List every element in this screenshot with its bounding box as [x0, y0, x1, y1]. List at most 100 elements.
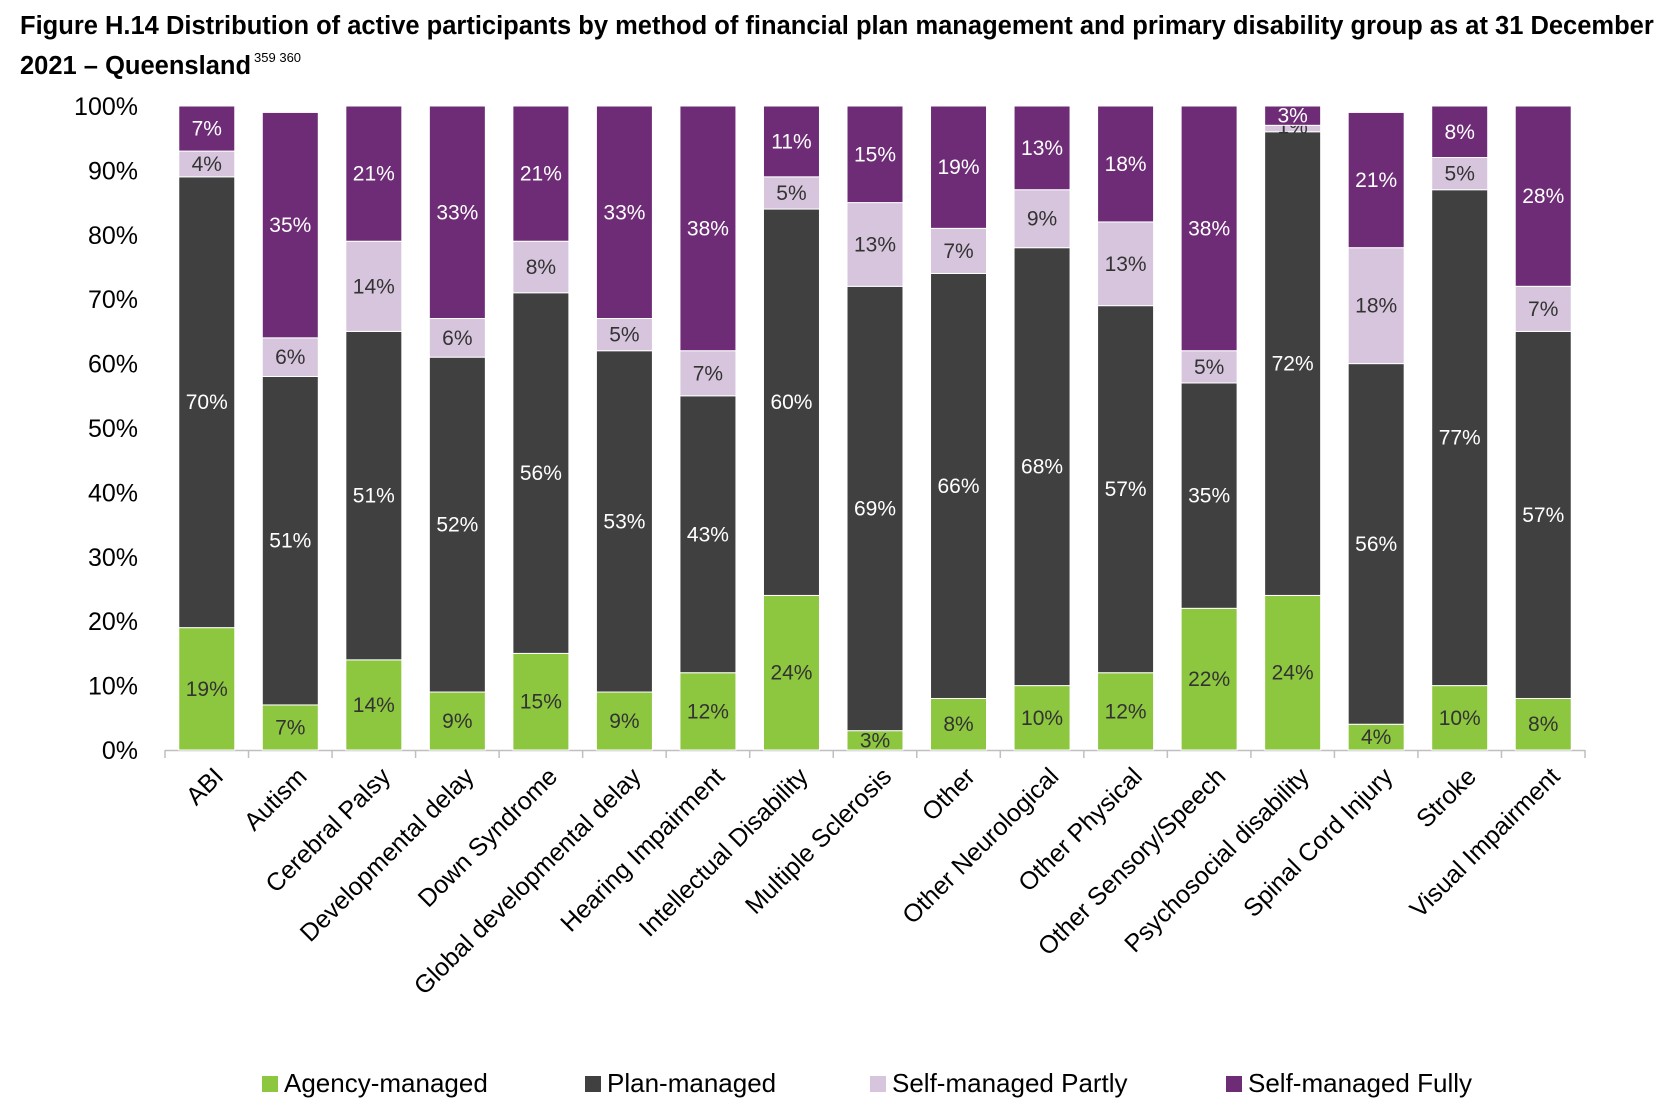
- x-category-label: ABI: [181, 762, 229, 810]
- x-category-label: Autism: [239, 762, 313, 836]
- bar-segment: [595, 350, 653, 693]
- data-label: 8%: [1445, 121, 1475, 144]
- bar-segment: [428, 105, 486, 320]
- data-label: 3%: [860, 729, 890, 752]
- x-category-label: Other: [917, 762, 981, 826]
- bar-segment: [512, 292, 570, 654]
- data-label: 51%: [269, 530, 311, 553]
- data-label: 5%: [609, 324, 639, 347]
- bar-segment: [1097, 221, 1155, 307]
- legend-label: Agency-managed: [284, 1068, 488, 1098]
- data-label: 7%: [275, 716, 305, 739]
- data-label: 6%: [275, 346, 305, 369]
- data-label: 3%: [1277, 105, 1307, 128]
- bar-segment: [1347, 111, 1405, 249]
- data-label: 9%: [609, 710, 639, 733]
- data-label: 72%: [1272, 353, 1314, 376]
- y-tick-label: 10%: [88, 673, 138, 701]
- data-label: 57%: [1522, 504, 1564, 527]
- bar-segment: [846, 105, 904, 204]
- bar-segment: [512, 240, 570, 294]
- bar-segment: [345, 240, 403, 332]
- data-label: 66%: [938, 475, 980, 498]
- data-label: 7%: [943, 240, 973, 263]
- bar-segment: [345, 105, 403, 242]
- data-label: 9%: [442, 710, 472, 733]
- x-category-label: Hearing Impairment: [555, 762, 730, 937]
- legend-item: Agency-managed: [262, 1068, 488, 1099]
- data-label: 38%: [1188, 217, 1230, 240]
- bar-segment: [428, 318, 486, 358]
- y-tick-label: 60%: [88, 351, 138, 379]
- data-label: 35%: [1188, 485, 1230, 508]
- data-label: 10%: [1021, 707, 1063, 730]
- data-label: 21%: [1355, 169, 1397, 192]
- bar-segment: [1097, 305, 1155, 674]
- legend-label: Self-managed Fully: [1248, 1068, 1472, 1098]
- bar-segment: [1431, 157, 1489, 191]
- y-tick-label: 0%: [102, 737, 138, 765]
- data-label: 10%: [1439, 707, 1481, 730]
- data-label: 69%: [854, 498, 896, 521]
- y-tick-label: 20%: [88, 608, 138, 636]
- chart-legend: Agency-managed Plan-managed Self-managed P…: [0, 1068, 1675, 1108]
- x-category-label: Multiple Sclerosis: [740, 762, 897, 919]
- bar-segment: [1514, 330, 1572, 699]
- bar-segment: [1347, 723, 1405, 751]
- bar-segment: [1514, 285, 1572, 332]
- bar-segment: [762, 105, 820, 178]
- bar-segment: [345, 659, 403, 751]
- data-label: 21%: [520, 163, 562, 186]
- data-label: 5%: [1445, 163, 1475, 186]
- bar-segment: [930, 105, 988, 229]
- data-label: 8%: [943, 713, 973, 736]
- x-category-label: Visual Impairment: [1405, 762, 1566, 923]
- data-label: 5%: [776, 182, 806, 205]
- y-tick-label: 50%: [88, 415, 138, 443]
- legend-swatch: [262, 1075, 278, 1092]
- y-tick-label: 100%: [74, 93, 138, 121]
- bar-segment: [1347, 247, 1405, 365]
- bar-segment: [1347, 363, 1405, 725]
- y-tick-label: 90%: [88, 157, 138, 185]
- bar-segment: [1097, 105, 1155, 223]
- bar-segment: [846, 202, 904, 287]
- data-label: 15%: [520, 691, 562, 714]
- legend-label: Self-managed Partly: [892, 1068, 1128, 1098]
- data-label: 18%: [1355, 295, 1397, 318]
- bar-segment: [679, 350, 737, 397]
- data-label: 7%: [693, 362, 723, 385]
- legend-item: Plan-managed: [585, 1068, 776, 1099]
- data-label: 7%: [1528, 298, 1558, 321]
- y-tick-label: 30%: [88, 544, 138, 572]
- data-label: 56%: [520, 462, 562, 485]
- data-label: 33%: [436, 201, 478, 224]
- bar-segment: [846, 285, 904, 732]
- data-label: 77%: [1439, 427, 1481, 450]
- bar-segment: [1264, 105, 1322, 126]
- y-tick-label: 40%: [88, 479, 138, 507]
- data-label: 4%: [192, 153, 222, 176]
- page-title: Figure H.14 Distribution of active parti…: [20, 12, 1654, 80]
- data-label: 14%: [353, 694, 395, 717]
- data-label: 53%: [603, 510, 645, 533]
- data-label: 6%: [442, 327, 472, 350]
- bar-segment: [595, 318, 653, 352]
- bar-segment: [1013, 189, 1071, 249]
- data-label: 56%: [1355, 533, 1397, 556]
- bar-segment: [261, 704, 319, 751]
- legend-item: Self-managed Partly: [870, 1068, 1128, 1099]
- bar-segment: [762, 176, 820, 210]
- x-category-label: Spinal Cord Injury: [1238, 762, 1399, 923]
- bar-segment: [595, 105, 653, 320]
- bar-segment: [178, 176, 236, 629]
- data-label: 35%: [269, 214, 311, 237]
- data-label: 24%: [1272, 662, 1314, 685]
- bar-segment: [1180, 105, 1238, 352]
- data-label: 19%: [186, 678, 228, 701]
- bar-segment: [679, 105, 737, 352]
- x-category-label: Stroke: [1411, 762, 1482, 833]
- data-label: 7%: [192, 118, 222, 141]
- bar-segment: [345, 330, 403, 661]
